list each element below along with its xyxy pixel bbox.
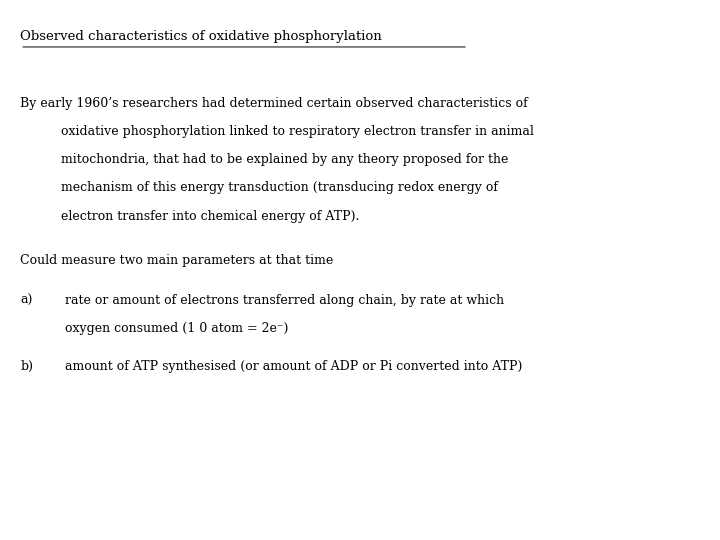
Text: Observed characteristics of oxidative phosphorylation: Observed characteristics of oxidative ph… [20,30,382,43]
Text: rate or amount of electrons transferred along chain, by rate at which: rate or amount of electrons transferred … [65,294,504,307]
Text: electron transfer into chemical energy of ATP).: electron transfer into chemical energy o… [61,210,359,222]
Text: oxidative phosphorylation linked to respiratory electron transfer in animal: oxidative phosphorylation linked to resp… [61,125,534,138]
Text: mitochondria, that had to be explained by any theory proposed for the: mitochondria, that had to be explained b… [61,153,508,166]
Text: oxygen consumed (1 0 atom = 2e⁻): oxygen consumed (1 0 atom = 2e⁻) [65,322,288,335]
Text: b): b) [20,360,33,373]
Text: amount of ATP synthesised (or amount of ADP or Pi converted into ATP): amount of ATP synthesised (or amount of … [65,360,522,373]
Text: Could measure two main parameters at that time: Could measure two main parameters at tha… [20,254,333,267]
Text: mechanism of this energy transduction (transducing redox energy of: mechanism of this energy transduction (t… [61,181,498,194]
Text: a): a) [20,294,32,307]
Text: By early 1960’s researchers had determined certain observed characteristics of: By early 1960’s researchers had determin… [20,97,528,110]
